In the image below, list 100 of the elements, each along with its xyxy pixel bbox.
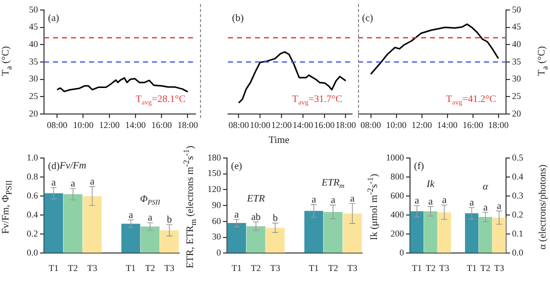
y-tick-label: 1.0 bbox=[26, 152, 38, 162]
y-tick-label: 0 bbox=[400, 248, 404, 258]
x-tick-label: 14:00 bbox=[437, 120, 458, 130]
data-label: a bbox=[70, 178, 76, 190]
annotation: Fv/Fm bbox=[58, 160, 86, 172]
y-tick-label: 180 bbox=[208, 152, 222, 162]
data-label: a bbox=[128, 210, 134, 221]
y-tick-label: 45 bbox=[29, 22, 38, 32]
y2-tick-label: 0.4 bbox=[512, 171, 524, 182]
y-tick-label: 20 bbox=[29, 108, 38, 118]
y-tick-label: 400 bbox=[390, 209, 404, 220]
x-tick-label: T2 bbox=[480, 262, 490, 273]
y2-tick-label: 45 bbox=[512, 22, 522, 32]
annotation: (a) bbox=[48, 13, 60, 24]
annotation: (f) bbox=[414, 161, 424, 172]
annotation: Ik bbox=[426, 179, 436, 190]
x-tick-label: 12:00 bbox=[412, 120, 433, 130]
x-tick-label: 14:00 bbox=[292, 120, 314, 130]
data-label: a bbox=[148, 212, 153, 224]
x-tick-label: T2 bbox=[145, 262, 156, 273]
x-tick-label: T3 bbox=[270, 262, 281, 273]
y-tick-label: 40 bbox=[29, 39, 38, 50]
x-tick-label: T3 bbox=[494, 262, 505, 273]
y2-tick-label: 0.3 bbox=[512, 190, 524, 200]
y2-tick-label: 0.2 bbox=[512, 209, 524, 220]
annotation: ETR bbox=[246, 193, 265, 204]
x-tick-label: 18:00 bbox=[335, 120, 356, 130]
data-label: a bbox=[428, 196, 434, 208]
x-tick-label: T1 bbox=[308, 262, 319, 273]
data-label: a bbox=[414, 196, 420, 207]
y-tick-label: 30 bbox=[29, 74, 38, 84]
annotation: (c) bbox=[362, 13, 374, 24]
data-label: a bbox=[496, 200, 502, 212]
x-tick-label: T2 bbox=[68, 262, 78, 273]
x-tick-label: 14:00 bbox=[125, 120, 146, 130]
annotation: (d) bbox=[48, 161, 60, 172]
x-tick-label: 10:00 bbox=[250, 120, 271, 130]
x-tick-label: 08:00 bbox=[360, 120, 382, 130]
x-tick-label: 18:00 bbox=[488, 120, 510, 130]
y-tick-label: 50 bbox=[29, 4, 38, 14]
y-tick-label: 0.0 bbox=[26, 248, 38, 258]
data-label: ab bbox=[251, 212, 261, 223]
data-label: a bbox=[51, 178, 56, 189]
data-label: b bbox=[272, 213, 278, 224]
y2-tick-label: 0.5 bbox=[512, 152, 524, 162]
data-label: a bbox=[350, 193, 356, 204]
y2-tick-label: 0.0 bbox=[512, 248, 524, 258]
y-tick-label: 25 bbox=[29, 91, 38, 102]
data-label: a bbox=[312, 194, 317, 206]
y-tick-label: 800 bbox=[390, 171, 404, 182]
y2-tick-label: 30 bbox=[512, 74, 522, 84]
y-tick-label: 35 bbox=[29, 56, 38, 66]
x-tick-label: 16:00 bbox=[462, 120, 484, 130]
data-label: a bbox=[234, 209, 240, 220]
annotation: (e) bbox=[231, 161, 242, 172]
data-label: a bbox=[483, 202, 488, 214]
data-label: a bbox=[442, 195, 448, 206]
y2-tick-label: 25 bbox=[512, 91, 522, 102]
y-tick-label: 1000 bbox=[386, 152, 404, 162]
x-tick-label: T2 bbox=[250, 262, 261, 273]
x-tick-label: 10:00 bbox=[386, 120, 408, 130]
x-tick-label: T1 bbox=[48, 262, 59, 273]
x-tick-label: T2 bbox=[426, 262, 436, 273]
y-tick-label: 0.4 bbox=[26, 209, 38, 220]
y2-tick-label: 35 bbox=[512, 56, 522, 66]
y2-tick-label: 20 bbox=[512, 108, 522, 118]
y-tick-label: 0.8 bbox=[26, 171, 38, 182]
y2-tick-label: 40 bbox=[512, 39, 522, 50]
x-tick-label: 08:00 bbox=[46, 120, 68, 130]
y-tick-label: 150 bbox=[208, 168, 222, 178]
x-tick-label: T3 bbox=[347, 262, 358, 273]
x-tick-label: T1 bbox=[126, 262, 136, 273]
x-tick-label: 18:00 bbox=[177, 120, 198, 130]
x-tick-label: 12:00 bbox=[271, 120, 292, 130]
y-tick-label: 120 bbox=[208, 184, 222, 194]
x-tick-label: T1 bbox=[232, 262, 242, 273]
y-tick-label: 200 bbox=[390, 228, 404, 239]
x-tick-label: T3 bbox=[87, 262, 98, 273]
data-label: a bbox=[330, 195, 336, 206]
y-tick-label: 0.6 bbox=[26, 190, 38, 200]
x-tick-label: 16:00 bbox=[314, 120, 336, 130]
x-axis-title: Time bbox=[268, 135, 290, 146]
y-tick-label: 60 bbox=[212, 216, 222, 226]
x-tick-label: T1 bbox=[412, 262, 422, 273]
y2-tick-label: 0.1 bbox=[512, 228, 524, 239]
x-tick-label: T3 bbox=[439, 262, 450, 273]
data-label: a bbox=[469, 198, 474, 209]
y-tick-label: 90 bbox=[212, 200, 222, 210]
y-tick-label: 0.2 bbox=[26, 228, 38, 239]
y-tick-label: 0 bbox=[216, 248, 222, 258]
y-tick-label: 600 bbox=[390, 190, 404, 200]
annotation: α bbox=[482, 182, 489, 193]
x-tick-label: T1 bbox=[466, 262, 477, 273]
x-tick-label: 12:00 bbox=[99, 120, 120, 130]
x-tick-label: T2 bbox=[328, 262, 338, 273]
x-tick-label: 16:00 bbox=[151, 120, 172, 130]
x-tick-label: 10:00 bbox=[72, 120, 94, 130]
y-tick-label: 30 bbox=[212, 232, 222, 242]
x-tick-label: T3 bbox=[164, 262, 175, 273]
data-label: b bbox=[166, 214, 172, 226]
